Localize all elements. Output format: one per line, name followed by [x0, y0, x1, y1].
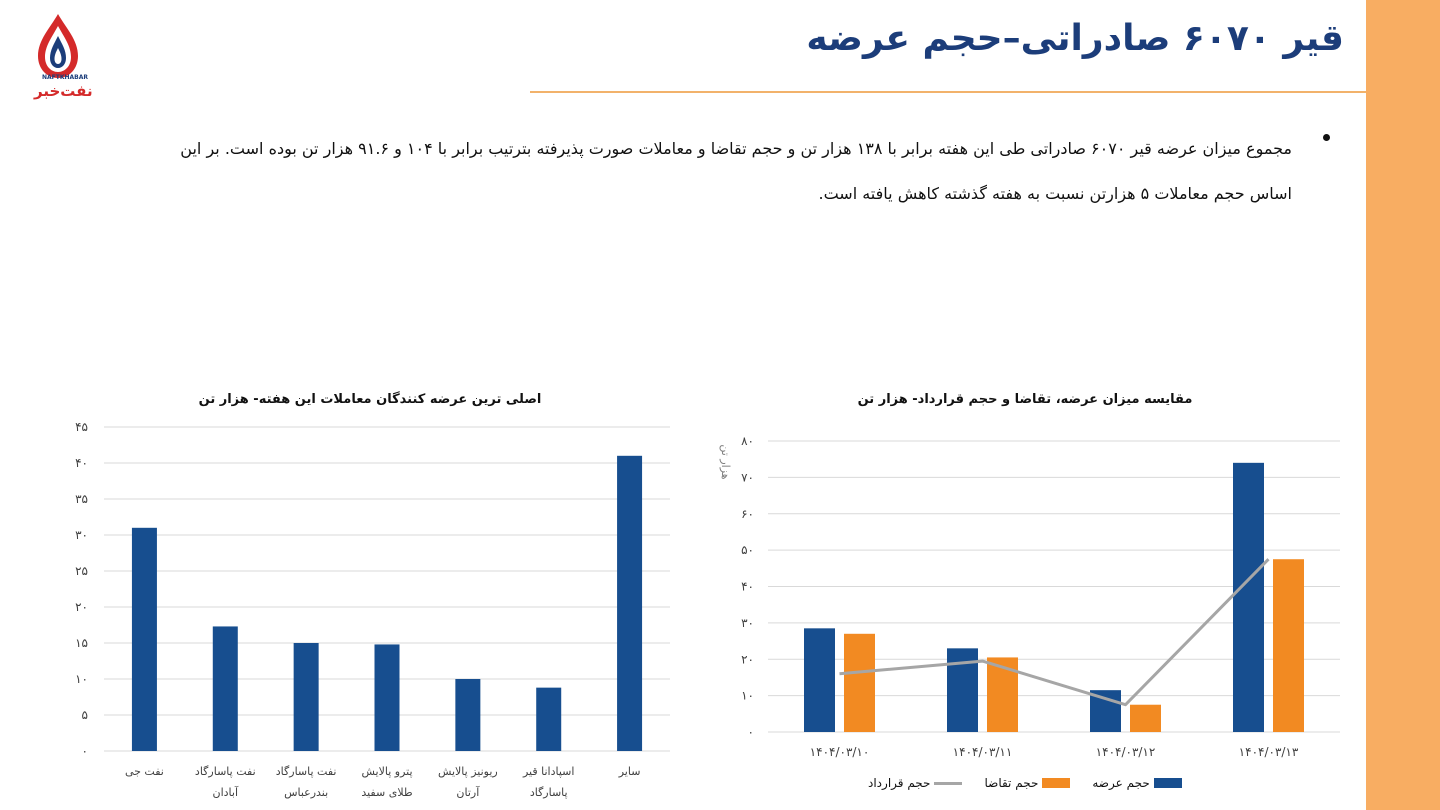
y-tick-label: ۱۵ — [75, 636, 88, 650]
x-tick-label: نفت پاسارگاد — [276, 765, 337, 778]
y-tick-label: ۸۰ — [741, 434, 754, 448]
legend-item-contract: حجم قرارداد — [868, 776, 963, 790]
legend-swatch-supply — [1153, 778, 1182, 788]
y-tick-label: ۳۵ — [75, 492, 88, 506]
logo-brand-fa: نفت‌خبر — [34, 82, 93, 100]
y-tick-label: ۵ — [82, 708, 88, 722]
y-tick-label: ۰ — [748, 725, 754, 739]
flame-drop-icon — [38, 14, 78, 78]
bar-supply — [804, 628, 835, 732]
bar — [455, 679, 481, 751]
x-tick-label: آرتان — [456, 785, 480, 799]
bar — [293, 643, 319, 751]
y-tick-label: ۴۵ — [75, 420, 88, 434]
x-tick-label: ۱۴۰۴/۰۳/۱۲ — [1096, 745, 1156, 759]
legend-swatch-contract — [934, 781, 963, 785]
supply-demand-chart: مقایسه میزان عرضه، تقاضا و حجم قرارداد- … — [700, 384, 1350, 804]
x-tick-label: ۱۴۰۴/۰۳/۱۰ — [810, 745, 870, 759]
bar — [212, 626, 238, 751]
bar — [617, 455, 643, 751]
legend-item-demand: حجم تقاضا — [984, 776, 1071, 790]
top-suppliers-chart-plot: ۰ ۵ ۱۰ ۱۵ ۲۰ ۲۵ ۳۰ ۳۵ ۴۰ ۴۵ نفت جی نفت پاسارگاد آباد… — [75, 420, 670, 799]
bar — [131, 527, 157, 751]
x-tick-label: اسپادانا قیر — [522, 765, 574, 778]
top-suppliers-chart-title: اصلی ترین عرضه کنندگان معاملات این هفته-… — [198, 392, 542, 407]
bar-demand — [1130, 704, 1161, 732]
x-tick-label: سایر — [618, 765, 641, 778]
y-tick-label: ۳۰ — [75, 528, 88, 542]
line-contract — [839, 558, 1270, 707]
bar-supply — [1233, 462, 1264, 732]
x-tick-label: طلای سفید — [361, 786, 413, 799]
x-tick-label: ریونیز پالایش — [438, 765, 498, 778]
legend-label-supply: حجم عرضه — [1092, 776, 1150, 790]
x-tick-label: ۱۴۰۴/۰۳/۱۳ — [1239, 745, 1299, 759]
legend-label-demand: حجم تقاضا — [984, 776, 1039, 790]
y-tick-label: ۳۰ — [741, 616, 754, 630]
legend-label-contract: حجم قرارداد — [868, 776, 931, 790]
bar — [374, 644, 400, 751]
y-tick-label: ۷۰ — [741, 470, 754, 484]
top-suppliers-chart: اصلی ترین عرضه کنندگان معاملات این هفته-… — [60, 384, 680, 804]
x-tick-label: پترو پالایش — [361, 765, 412, 778]
y-tick-label: ۶۰ — [741, 507, 754, 521]
bar — [536, 687, 562, 751]
naftkhabar-logo: NAFTKHABAR نفت‌خبر — [28, 12, 104, 104]
supply-demand-chart-plot: ۰ ۱۰ ۲۰ ۳۰ ۴۰ ۵۰ ۶۰ ۷۰ ۸۰ هزار تن ۱۴۰۴/۰۳/۱۰ ۱۴۰۴/۰… — [719, 434, 1340, 759]
y-axis-label: هزار تن — [719, 444, 732, 479]
y-tick-label: ۵۰ — [741, 543, 754, 557]
y-tick-label: ۱۰ — [75, 672, 88, 686]
x-tick-label: نفت جی — [125, 765, 164, 778]
supply-demand-chart-title: مقایسه میزان عرضه، تقاضا و حجم قرارداد- … — [857, 392, 1193, 407]
x-tick-label: ۱۴۰۴/۰۳/۱۱ — [953, 745, 1013, 759]
y-tick-label: ۲۰ — [741, 652, 754, 666]
side-accent-band — [1366, 0, 1440, 810]
title-underline — [530, 91, 1366, 93]
page-title: قیر ۶۰۷۰ صادراتی–حجم عرضه — [806, 18, 1344, 59]
x-tick-label: آبادان — [213, 785, 239, 799]
bar-demand — [844, 633, 875, 732]
summary-text: مجموع میزان عرضه قیر ۶۰۷۰ صادراتی طی این… — [180, 139, 1292, 203]
bullet-dot — [1323, 134, 1330, 141]
y-tick-label: ۲۰ — [75, 600, 88, 614]
y-tick-label: ۰ — [82, 744, 88, 758]
logo-brand-en: NAFTKHABAR — [42, 74, 89, 81]
legend-item-supply: حجم عرضه — [1092, 776, 1182, 790]
x-tick-label: بندرعباس — [284, 786, 328, 799]
summary-bullet: مجموع میزان عرضه قیر ۶۰۷۰ صادراتی طی این… — [170, 126, 1330, 216]
legend-swatch-demand — [1042, 778, 1071, 788]
y-tick-label: ۴۰ — [75, 456, 88, 470]
x-tick-label: پاسارگاد — [530, 786, 568, 799]
bar-demand — [1273, 559, 1304, 732]
supply-demand-legend: حجم عرضه حجم تقاضا حجم قرارداد — [868, 776, 1182, 790]
y-tick-label: ۲۵ — [75, 564, 88, 578]
x-tick-label: نفت پاسارگاد — [195, 765, 256, 778]
y-tick-label: ۱۰ — [741, 689, 754, 703]
y-tick-label: ۴۰ — [741, 580, 754, 594]
